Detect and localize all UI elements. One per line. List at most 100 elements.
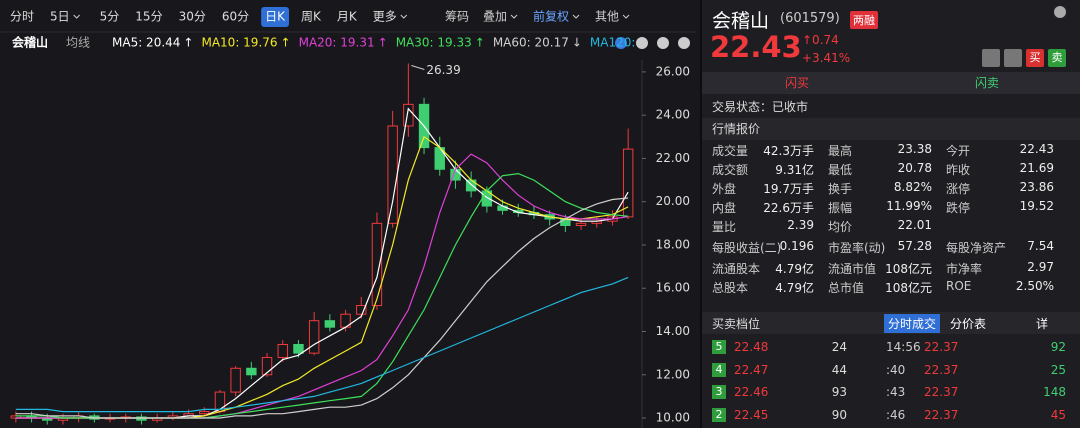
annotation: 26.39 — [426, 63, 460, 77]
candle-body — [403, 103, 414, 127]
quote-label: ROE — [946, 279, 972, 293]
candle-body — [387, 125, 398, 224]
indicator: 均线 — [66, 36, 90, 50]
quote-value: 11.99% — [886, 199, 932, 213]
quote-value: 22.01 — [897, 218, 932, 232]
flash-button[interactable]: 闪买 — [784, 76, 809, 90]
quote-value: 4.79亿 — [775, 281, 814, 295]
tool-gear[interactable] — [657, 37, 669, 49]
quote-value: 22.6万手 — [763, 201, 814, 215]
toolbar-tab[interactable]: 30分 — [179, 10, 206, 24]
trade-button[interactable]: 卖 — [1048, 49, 1066, 67]
quote-value: 9.31亿 — [775, 163, 814, 177]
toolbar-tool[interactable]: 前复权 — [533, 9, 569, 24]
level-price: 22.47 — [734, 362, 769, 377]
book-tab[interactable]: 分时成交 — [884, 314, 941, 333]
candle-body — [356, 305, 367, 315]
caret — [510, 14, 518, 19]
stock-code: (601579) — [780, 11, 840, 26]
book-title: 买卖档位 — [712, 317, 761, 331]
tool-plus[interactable] — [636, 37, 648, 49]
quote-label: 市盈率(动) — [828, 241, 886, 255]
trade-button[interactable]: 买 — [1026, 49, 1044, 67]
trade-time: :43 — [886, 385, 906, 399]
y-tick-label: 18.00 — [656, 237, 690, 251]
quote-label: 均价 — [828, 220, 853, 234]
toolbar-tab[interactable]: 60分 — [222, 10, 249, 24]
chart-tools — [615, 37, 690, 49]
quote-value: 19.7万手 — [763, 182, 814, 196]
level-no: 3 — [712, 385, 726, 399]
toolbar-tab[interactable]: 月K — [337, 10, 358, 24]
quote-value: 108亿元 — [885, 262, 932, 276]
y-tick-label: 14.00 — [656, 324, 690, 338]
tab-highlight — [261, 7, 290, 27]
candle-body — [293, 343, 304, 354]
quote-panel: 会稽山 (601579) 两融 22.43 ↑0.74 +3.41% 买卖闪买 闪卖 交易状态：… — [700, 0, 1080, 428]
toolbar-tab[interactable]: 更多 — [373, 10, 397, 24]
toolbar-tab[interactable]: 5分 — [100, 10, 120, 24]
flash-button[interactable]: 闪卖 — [974, 76, 999, 90]
quote-value: 22.43 — [1019, 142, 1054, 156]
trade-time: :46 — [886, 407, 906, 422]
toolbar-tool[interactable]: 叠加 — [483, 10, 507, 24]
toolbar-tab[interactable]: 分时 — [10, 10, 34, 24]
book-tab[interactable]: 分价表 — [950, 317, 987, 331]
toolbar-tab[interactable]: 周K — [301, 10, 322, 24]
toolbar-tab[interactable]: 15分 — [135, 10, 162, 24]
candle-body — [246, 367, 257, 376]
level-no: 5 — [712, 340, 726, 354]
ma-legend: MA60: 20.17 — [493, 36, 569, 50]
tool-minus[interactable] — [615, 37, 627, 49]
level-vol: 93 — [831, 385, 847, 399]
y-tick-label: 16.00 — [656, 281, 690, 295]
toolbar-tool[interactable]: 其他 — [595, 10, 619, 24]
ma-legend: MA20: 19.31 — [299, 36, 375, 50]
quote-label: 成交量 — [712, 144, 749, 158]
quote-label: 流通市值 — [828, 262, 877, 276]
ma-arrow: ↓ — [572, 36, 582, 50]
toolbar-tab[interactable]: 日K — [265, 10, 286, 24]
quote-label: 最高 — [828, 144, 853, 158]
toolbar-tool[interactable]: 筹码 — [445, 10, 469, 24]
gear[interactable] — [1054, 6, 1066, 18]
stock-name: 会稽山 — [712, 10, 770, 32]
trade-vol: 148 — [1043, 385, 1066, 399]
caret — [73, 14, 81, 19]
level-price: 22.45 — [734, 407, 769, 422]
candle-body — [199, 411, 210, 415]
candle-body — [324, 320, 336, 328]
trade-vol: 92 — [1050, 340, 1066, 354]
chart-bg — [0, 0, 696, 428]
level-vol: 90 — [831, 407, 847, 422]
icon-button[interactable] — [982, 49, 1000, 67]
ma-legend: MA120: — [590, 36, 636, 50]
book-tab[interactable]: 详 — [1036, 317, 1049, 331]
quote-value: 20.78 — [897, 161, 932, 175]
caret — [400, 14, 408, 19]
quote-label: 量比 — [712, 220, 737, 234]
quote-label: 流通股本 — [712, 262, 761, 276]
ma-legend: MA30: 19.33 — [396, 36, 472, 50]
icon-button[interactable] — [1004, 49, 1022, 67]
quote-value: 2.39 — [787, 218, 814, 232]
quote-value: 19.52 — [1019, 199, 1054, 213]
ma-arrow: ↑ — [378, 36, 388, 50]
y-tick-label: 24.00 — [656, 108, 690, 122]
candle-body — [261, 356, 273, 376]
quote-value: 23.86 — [1019, 180, 1054, 194]
quote-value: 2.50% — [1015, 279, 1054, 293]
level-vol: 24 — [831, 340, 847, 354]
quote-label: 外盘 — [712, 182, 737, 196]
quote-label: 总市值 — [828, 281, 865, 295]
trade-price: 22.37 — [924, 407, 959, 422]
toolbar-tab[interactable]: 5日 — [50, 10, 70, 24]
chart-panel: 会稽山 均线 分时 5日 5分 15分 30分 60分 日K 周K 月K 更多 筹码 叠加 前复权 其他 M… — [0, 0, 696, 428]
quote-value: 7.54 — [1027, 239, 1054, 253]
change: ↑0.74 — [802, 33, 839, 47]
quote-value: 108亿元 — [885, 281, 932, 295]
tool-close[interactable] — [678, 37, 690, 49]
candle-body — [308, 320, 320, 354]
quote-label: 今开 — [946, 144, 971, 158]
candle-body — [277, 343, 288, 358]
